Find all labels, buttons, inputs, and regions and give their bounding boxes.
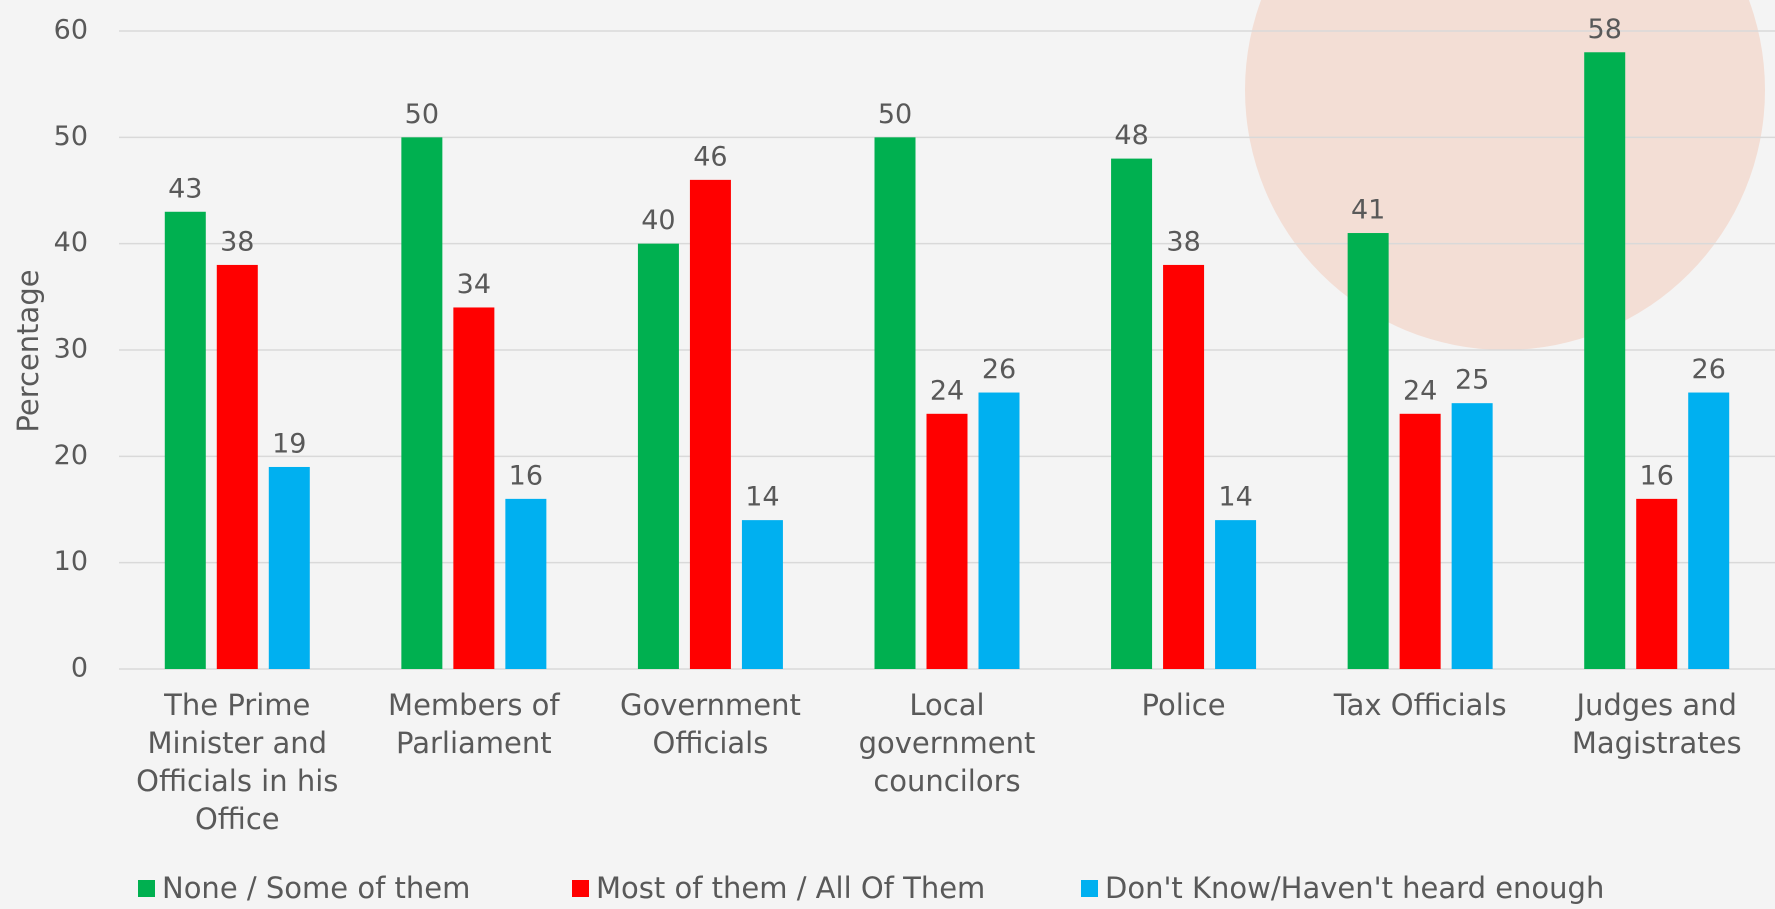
value-label: 48: [1114, 120, 1148, 151]
bar: [1163, 264, 1205, 669]
value-label: 50: [405, 99, 439, 130]
legend-label: Don't Know/Haven't heard enough: [1105, 871, 1604, 905]
value-label: 58: [1588, 14, 1622, 45]
bar: [741, 520, 783, 669]
bar: [1688, 392, 1730, 669]
bar: [453, 307, 495, 669]
background-decoration: [1245, 0, 1765, 350]
bar: [216, 264, 258, 669]
x-tick-label: Judges and Magistrates: [1571, 688, 1742, 760]
y-tick-label: 10: [54, 546, 88, 577]
x-tick-label: Police: [1141, 688, 1226, 722]
y-tick-label: 40: [54, 227, 88, 258]
bar: [164, 211, 206, 669]
bar: [1347, 233, 1389, 670]
value-label: 25: [1455, 365, 1489, 396]
x-tick-label: Local government councilors: [858, 688, 1036, 798]
bar: [1636, 498, 1678, 669]
value-label: 38: [1166, 226, 1200, 257]
bar: [874, 137, 916, 670]
y-tick-label: 20: [54, 440, 88, 471]
value-label: 43: [168, 173, 202, 204]
bar: [978, 392, 1020, 669]
legend-swatch: [572, 880, 589, 897]
y-tick-label: 60: [54, 15, 88, 46]
value-label: 24: [1403, 375, 1437, 406]
value-label: 16: [509, 460, 543, 491]
x-tick-label: Government Officials: [619, 688, 801, 760]
y-tick-label: 50: [54, 121, 88, 152]
value-label: 26: [982, 354, 1016, 385]
bar: [926, 413, 968, 669]
bar: [268, 466, 310, 669]
value-label: 19: [272, 428, 306, 459]
bar: [1215, 520, 1257, 669]
x-tick-label: The Prime Minister and Officials in his …: [136, 688, 339, 836]
bar: [689, 179, 731, 669]
value-label: 14: [1218, 482, 1252, 513]
x-tick-label: Members of Parliament: [388, 688, 560, 760]
value-label: 24: [930, 375, 964, 406]
bar: [1111, 158, 1153, 669]
x-tick-label: Tax Officials: [1333, 688, 1507, 722]
bar: [1399, 413, 1441, 669]
value-label: 40: [641, 205, 675, 236]
y-tick-label: 30: [54, 334, 88, 365]
y-axis-label: Percentage: [11, 269, 45, 432]
legend-swatch: [1081, 880, 1098, 897]
bar: [1584, 52, 1626, 670]
value-label: 41: [1351, 195, 1385, 226]
legend-label: None / Some of them: [162, 871, 470, 905]
bar: [637, 243, 679, 669]
value-label: 50: [878, 99, 912, 130]
legend-label: Most of them / All Of Them: [596, 871, 985, 905]
value-label: 34: [457, 269, 491, 300]
bar: [401, 137, 443, 670]
bar: [505, 498, 547, 669]
legend-swatch: [138, 880, 155, 897]
y-tick-label: 0: [71, 653, 88, 684]
bar: [1451, 403, 1493, 669]
value-label: 16: [1640, 460, 1674, 491]
value-label: 26: [1692, 354, 1726, 385]
value-label: 38: [220, 226, 254, 257]
value-label: 14: [745, 482, 779, 513]
value-label: 46: [693, 141, 727, 172]
